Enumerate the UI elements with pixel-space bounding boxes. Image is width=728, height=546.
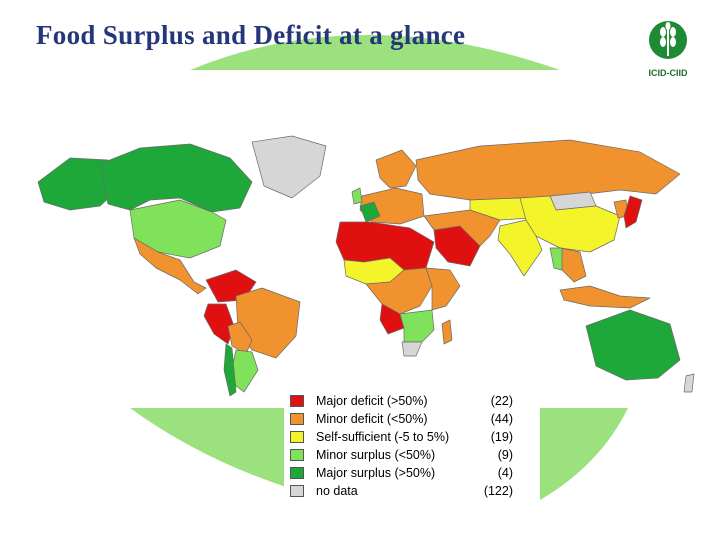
map-region-scandinavia	[375, 149, 417, 189]
legend-label: Self-sufficient (-5 to 5%)	[316, 430, 450, 444]
legend-swatch-minor-surplus	[290, 449, 304, 461]
map-region-indonesia	[559, 285, 651, 309]
legend-label: Minor surplus (<50%)	[316, 448, 436, 462]
map-region-mexico-central-america	[133, 237, 207, 295]
legend-count: (4)	[497, 466, 513, 480]
legend-swatch-self-sufficient	[290, 431, 304, 443]
map-region-uk	[351, 187, 363, 205]
legend-item-self-sufficient: Self-sufficient (-5 to 5%) (19)	[290, 428, 513, 446]
map-region-thailand	[549, 247, 563, 271]
legend-item-major-deficit: Major deficit (>50%) (22)	[290, 392, 513, 410]
top-arc-shape	[190, 35, 560, 70]
map-region-bolivia-paraguay	[227, 321, 253, 355]
map-region-russia	[415, 139, 681, 201]
legend-count: (19)	[490, 430, 513, 444]
map-region-southeast-asia	[559, 247, 587, 283]
page-title: Food Surplus and Deficit at a glance	[36, 20, 466, 50]
legend-swatch-minor-deficit	[290, 413, 304, 425]
bottom-right-arc-shape	[540, 408, 628, 500]
legend-count: (9)	[497, 448, 513, 462]
map-region-south-africa-tip	[401, 341, 423, 357]
map-region-new-zealand	[683, 373, 695, 393]
legend-count: (22)	[490, 394, 513, 408]
map-legend: Major deficit (>50%) (22) Minor deficit …	[284, 386, 521, 508]
map-region-southern-africa	[399, 309, 435, 343]
legend-label: Minor deficit (<50%)	[316, 412, 428, 426]
legend-count: (44)	[490, 412, 513, 426]
map-region-east-africa	[425, 267, 461, 311]
map-region-greenland	[251, 135, 327, 199]
world-map	[37, 135, 695, 397]
wheat-logo-icon	[649, 21, 687, 59]
map-region-angola	[379, 303, 405, 335]
legend-item-minor-surplus: Minor surplus (<50%) (9)	[290, 446, 513, 464]
legend-item-minor-deficit: Minor deficit (<50%) (44)	[290, 410, 513, 428]
legend-swatch-no-data	[290, 485, 304, 497]
legend-item-no-data: no data (122)	[290, 482, 513, 500]
map-region-australia	[585, 309, 681, 381]
logo: ICID-CIID	[628, 12, 708, 84]
bottom-left-arc-shape	[130, 408, 330, 500]
legend-label: no data	[316, 484, 358, 498]
map-region-chile	[223, 343, 237, 397]
legend-swatch-major-surplus	[290, 467, 304, 479]
map-region-peru	[203, 303, 235, 345]
map-region-central-asia	[469, 197, 531, 221]
logo-text: ICID-CIID	[648, 68, 688, 78]
map-region-madagascar	[441, 319, 453, 345]
map-region-argentina	[231, 349, 259, 393]
map-region-france	[359, 201, 381, 223]
legend-count: (122)	[483, 484, 513, 498]
map-region-india	[497, 219, 543, 277]
map-region-canada	[99, 143, 253, 213]
legend-item-major-surplus: Major surplus (>50%) (4)	[290, 464, 513, 482]
legend-label: Major surplus (>50%)	[316, 466, 436, 480]
legend-label: Major deficit (>50%)	[316, 394, 428, 408]
map-region-japan	[623, 195, 643, 229]
legend-swatch-major-deficit	[290, 395, 304, 407]
